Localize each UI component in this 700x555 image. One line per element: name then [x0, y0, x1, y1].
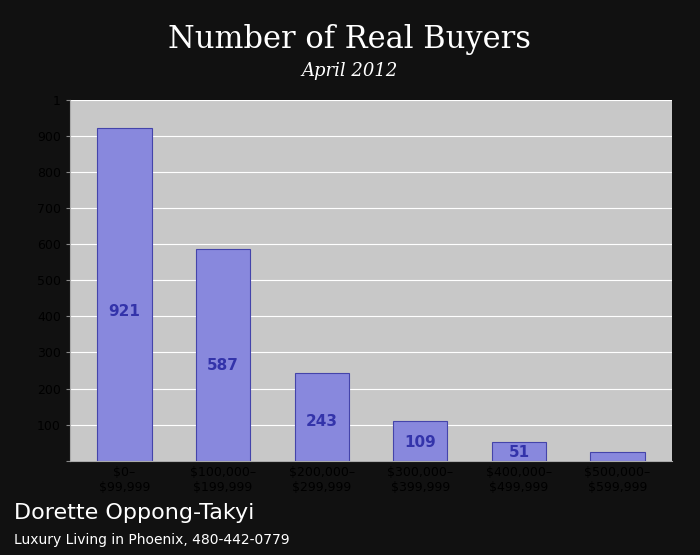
- Bar: [97, 128, 152, 461]
- Text: 109: 109: [405, 436, 436, 451]
- Text: Dorette Oppong-Takyi: Dorette Oppong-Takyi: [14, 503, 254, 523]
- Bar: [295, 373, 349, 461]
- Text: 51: 51: [508, 445, 529, 460]
- Bar: [590, 452, 645, 461]
- Text: 243: 243: [306, 413, 337, 428]
- Text: Luxury Living in Phoenix, 480-442-0779: Luxury Living in Phoenix, 480-442-0779: [14, 533, 290, 547]
- Bar: [393, 421, 447, 461]
- Text: April 2012: April 2012: [302, 62, 398, 80]
- Text: 587: 587: [207, 358, 239, 373]
- Bar: [492, 442, 546, 461]
- Text: 921: 921: [108, 304, 141, 319]
- Text: Number of Real Buyers: Number of Real Buyers: [169, 24, 531, 55]
- Bar: [196, 249, 250, 461]
